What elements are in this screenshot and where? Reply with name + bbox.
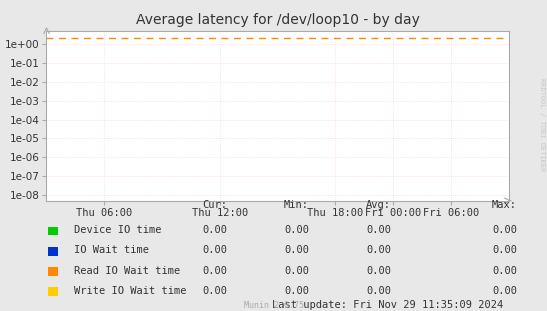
Text: 0.00: 0.00 xyxy=(366,286,391,296)
Title: Average latency for /dev/loop10 - by day: Average latency for /dev/loop10 - by day xyxy=(136,13,420,27)
Text: Cur:: Cur: xyxy=(202,200,227,210)
Y-axis label: seconds: seconds xyxy=(0,94,2,138)
Text: Min:: Min: xyxy=(284,200,309,210)
Text: Munin 2.0.75: Munin 2.0.75 xyxy=(243,301,304,310)
Text: 0.00: 0.00 xyxy=(202,266,227,276)
Text: 0.00: 0.00 xyxy=(366,245,391,255)
Text: Write IO Wait time: Write IO Wait time xyxy=(74,286,187,296)
Text: 0.00: 0.00 xyxy=(492,225,517,235)
Text: 0.00: 0.00 xyxy=(202,286,227,296)
Text: 0.00: 0.00 xyxy=(366,266,391,276)
Text: 0.00: 0.00 xyxy=(202,225,227,235)
Text: Last update: Fri Nov 29 11:35:09 2024: Last update: Fri Nov 29 11:35:09 2024 xyxy=(272,300,503,310)
Text: 0.00: 0.00 xyxy=(284,286,309,296)
Text: 0.00: 0.00 xyxy=(284,245,309,255)
Text: 0.00: 0.00 xyxy=(284,266,309,276)
Text: 0.00: 0.00 xyxy=(284,225,309,235)
Text: Read IO Wait time: Read IO Wait time xyxy=(74,266,180,276)
Text: Device IO time: Device IO time xyxy=(74,225,161,235)
Text: 0.00: 0.00 xyxy=(492,266,517,276)
Text: 0.00: 0.00 xyxy=(366,225,391,235)
Text: RRDTOOL / TOBI OETIKER: RRDTOOL / TOBI OETIKER xyxy=(539,78,545,171)
Text: 0.00: 0.00 xyxy=(202,245,227,255)
Text: 0.00: 0.00 xyxy=(492,245,517,255)
Text: IO Wait time: IO Wait time xyxy=(74,245,149,255)
Text: Avg:: Avg: xyxy=(366,200,391,210)
Text: Max:: Max: xyxy=(492,200,517,210)
Text: 0.00: 0.00 xyxy=(492,286,517,296)
